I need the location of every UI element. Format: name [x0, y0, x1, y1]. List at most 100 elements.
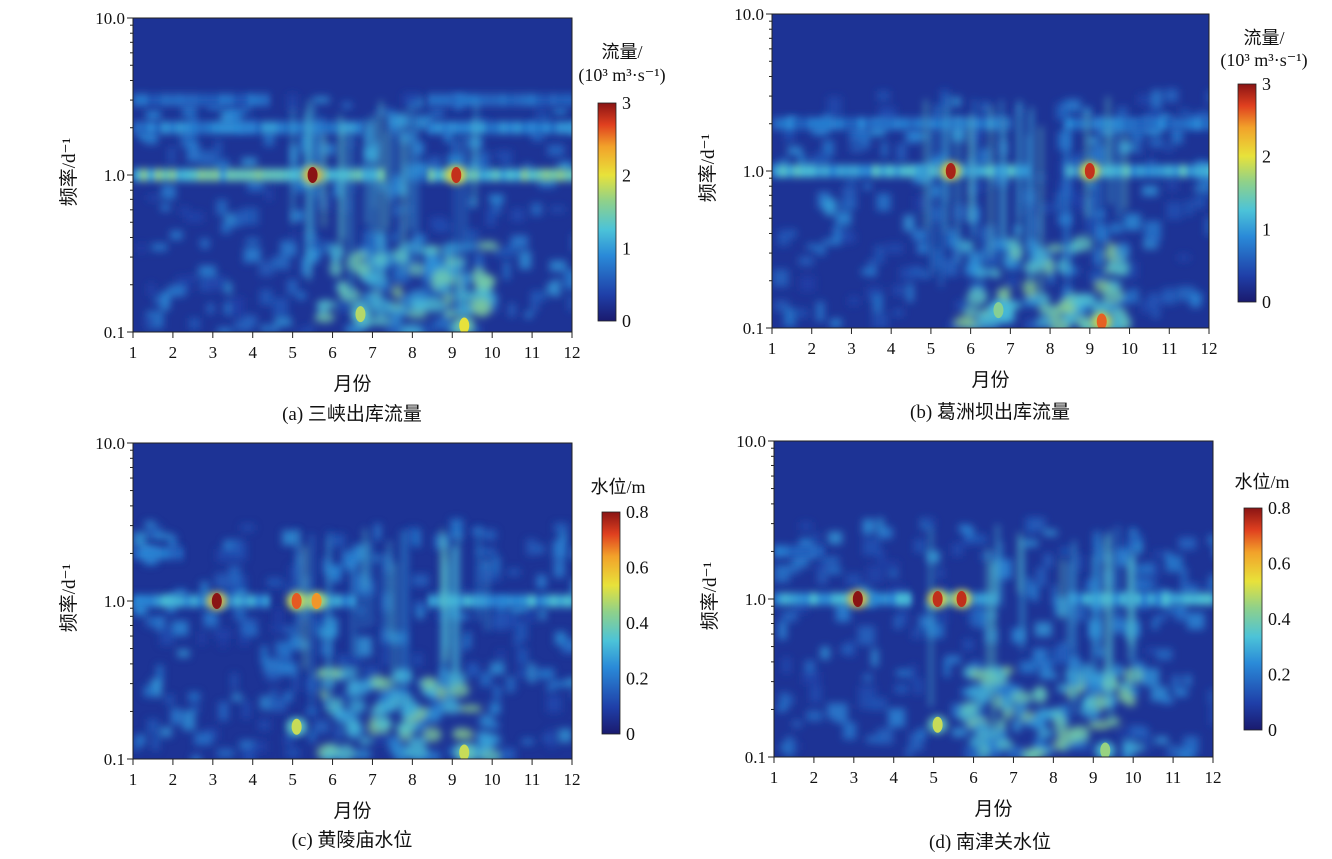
- texture-cell: [1116, 106, 1128, 119]
- texture-cell: [400, 204, 411, 214]
- x-tick-label: 1: [768, 339, 777, 358]
- lowfreq-blob: [1069, 296, 1084, 307]
- texture-cell: [381, 629, 391, 644]
- texture-cell: [491, 556, 501, 574]
- band-cell: [979, 117, 988, 130]
- texture-cell: [781, 611, 798, 622]
- lowfreq-blob: [995, 738, 1014, 750]
- texture-cell: [224, 214, 234, 224]
- lowfreq-blob: [395, 722, 411, 736]
- band-cell: [1186, 117, 1195, 130]
- x-axis: 1 2 3 4 5 6 7 8 9 10 11 12: [129, 332, 581, 362]
- texture-cell: [164, 183, 173, 197]
- texture-cell: [1179, 108, 1190, 117]
- texture-cell: [1155, 736, 1169, 745]
- band-cell: [291, 169, 299, 181]
- texture-cell: [454, 613, 470, 620]
- texture-cell: [160, 626, 175, 646]
- texture-cell: [787, 146, 802, 156]
- band-cell: [212, 169, 220, 181]
- x-tick-label: 6: [328, 770, 337, 789]
- lowfreq-blob: [1053, 715, 1067, 732]
- texture-cell: [526, 539, 537, 556]
- band-cell: [1022, 165, 1031, 177]
- texture-cell: [567, 295, 572, 311]
- texture-cell: [408, 527, 418, 545]
- band-cell: [836, 165, 845, 177]
- x-tick-label: 5: [927, 339, 936, 358]
- band-cell: [1201, 165, 1209, 177]
- texture-cell: [154, 681, 162, 697]
- y-axis-label: 频率/d⁻¹: [58, 137, 80, 206]
- texture-cell: [819, 562, 837, 570]
- streak: [1029, 113, 1033, 286]
- band-cell: [857, 165, 866, 177]
- hotspots: [302, 166, 475, 332]
- texture-cell: [1141, 668, 1160, 687]
- texture-cell: [1205, 216, 1209, 236]
- band-cell: [886, 117, 895, 130]
- band-cell: [470, 94, 479, 107]
- texture-cell: [214, 573, 228, 589]
- texture-cell: [493, 611, 510, 630]
- texture-cell: [1095, 648, 1106, 657]
- colorbar-title: 水位/m: [590, 477, 645, 497]
- texture-cell: [313, 720, 330, 734]
- lowfreq-blob: [347, 679, 370, 697]
- lowfreq-blob: [1102, 286, 1124, 305]
- band-cell: [542, 94, 551, 107]
- band-cell: [456, 595, 465, 607]
- x-tick-label: 11: [524, 343, 540, 362]
- lowfreq-blob: [322, 749, 337, 759]
- hotspot: [852, 591, 863, 607]
- texture-cell: [337, 693, 354, 704]
- streak: [296, 530, 300, 650]
- texture-cell: [198, 631, 206, 645]
- texture-cell: [297, 618, 305, 626]
- lowfreq-blob: [352, 749, 372, 759]
- x-tick-label: 5: [288, 343, 297, 362]
- band-cell: [133, 169, 141, 181]
- streak: [402, 136, 406, 273]
- texture-cell: [1208, 689, 1213, 705]
- texture-cell: [382, 593, 392, 611]
- colorbar-title: 流量/: [1243, 28, 1284, 48]
- texture-cell: [1019, 660, 1037, 674]
- band-cell: [1183, 593, 1192, 605]
- band-cell: [463, 595, 472, 607]
- band-cell: [434, 169, 443, 181]
- streak: [440, 528, 444, 608]
- texture-cell: [1064, 99, 1081, 113]
- band-cell: [183, 595, 192, 607]
- texture-cell: [296, 327, 309, 332]
- hotspot: [993, 302, 1004, 319]
- texture-cell: [305, 708, 318, 716]
- texture-cell: [245, 238, 260, 245]
- texture-cell: [217, 327, 232, 332]
- streak: [405, 529, 409, 688]
- texture-cell: [986, 247, 1001, 266]
- band-cell: [140, 169, 149, 181]
- texture-cell: [465, 229, 479, 240]
- texture-cell: [147, 719, 159, 734]
- texture-cell: [1149, 292, 1158, 309]
- band-cell: [240, 595, 249, 607]
- texture-cell: [799, 538, 812, 550]
- lowfreq-blob: [445, 256, 465, 268]
- y-tick-label: 0.1: [104, 323, 125, 342]
- band-cell: [183, 121, 192, 134]
- hotspots: [206, 592, 475, 759]
- band-cell: [807, 117, 816, 130]
- band-cell: [886, 165, 895, 177]
- lowfreq-blob: [443, 309, 459, 318]
- heatmap-area: [772, 14, 1209, 328]
- texture-cell: [788, 229, 797, 238]
- lowfreq-blob: [1011, 690, 1032, 704]
- band-cell: [893, 117, 902, 130]
- band-cell: [506, 121, 515, 134]
- streak: [1098, 116, 1102, 269]
- band-cell: [477, 169, 486, 181]
- texture-cell: [876, 728, 894, 745]
- streak: [968, 115, 972, 222]
- texture-cell: [958, 524, 971, 533]
